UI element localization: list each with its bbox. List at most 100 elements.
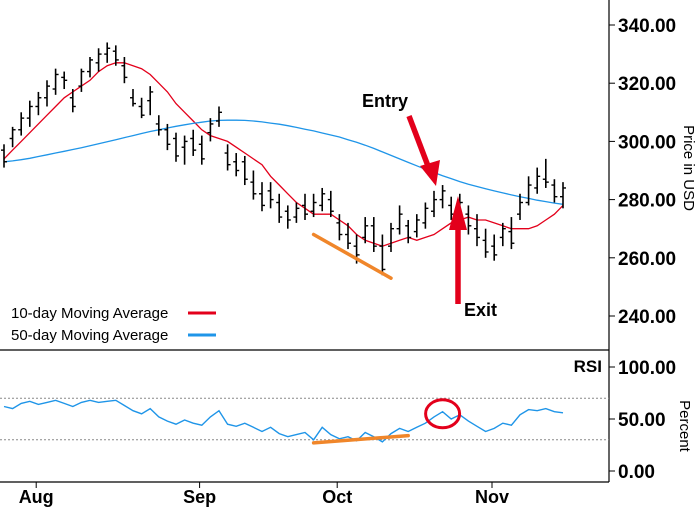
rsi-circle-highlight [424,398,462,430]
ohlc-bar [190,129,197,156]
ohlc-bar [370,217,377,252]
legend: 10-day Moving Average 50-day Moving Aver… [11,305,216,344]
ohlc-bar [224,144,231,171]
ohlc-bar [319,187,326,212]
ohlc-bar [345,222,351,250]
ma10-line [3,62,564,247]
price-axis-title: Price in USD [680,125,697,211]
legend-label-50day: 50-day Moving Average [11,327,168,344]
ohlc-bar [52,68,59,95]
entry-label: Entry [362,91,408,111]
ma50-line [3,119,564,205]
ohlc-bar [61,71,68,90]
ohlc-bar [431,190,437,218]
rsi-reference-lines [0,397,609,441]
ohlc-bar [250,170,257,200]
ohlc-bar [413,214,420,238]
ohlc-bar [147,86,154,116]
price-trendline [311,232,393,280]
rsi-line [3,399,564,443]
rsi-trendline [311,433,410,445]
x-tick-label: Sep [183,487,216,507]
rsi-axis-title: Percent [676,400,693,453]
ohlc-bar [35,91,42,116]
ohlc-bar [310,193,317,218]
ohlc-bar [465,205,472,235]
rsi-y-tick-label: 0.00 [618,462,655,483]
rsi-y-ticks: 0.00 50.00 100.00 [609,358,676,483]
ohlc-bar [284,205,291,229]
ohlc-bar [405,219,412,244]
price-y-ticks: 240.00 260.00 280.00 300.00 320.00 340.00 [609,16,676,328]
ohlc-bar [233,153,240,177]
price-y-tick-label: 240.00 [618,307,676,328]
ohlc-bar [491,234,498,261]
ohlc-bar [78,68,85,92]
price-y-tick-label: 340.00 [618,16,676,37]
ohlc-bar [293,202,300,223]
ohlc-bar [9,126,16,148]
entry-arrow-shaft [406,115,431,167]
ohlc-bar [525,176,532,206]
rsi-series [3,399,564,443]
ohlc-bar [396,205,403,235]
ohlc-bar [181,135,188,165]
ohlc-bar [551,179,558,203]
price-y-tick-label: 260.00 [618,249,676,270]
ohlc-bar [69,89,76,113]
annotations [311,115,467,445]
ohlc-bar [388,222,394,252]
x-ticks: Aug Sep Oct Nov [19,482,509,507]
rsi-y-tick-label: 100.00 [618,358,676,379]
ohlc-bar [474,214,480,247]
ohlc-bars [1,42,566,276]
exit-arrow-head [449,196,467,230]
ohlc-bar [164,123,171,151]
ohlc-bar [517,193,523,220]
ohlc-bar [276,193,283,223]
ohlc-bar [216,106,222,127]
ohlc-bar [362,217,369,244]
ohlc-bar [26,100,33,127]
x-tick-label: Oct [322,487,352,507]
rsi-title: RSI [574,357,602,376]
ohlc-bar [302,193,308,220]
ohlc-bar [499,222,506,247]
legend-label-10day: 10-day Moving Average [11,305,168,322]
ohlc-bar [173,132,179,162]
x-tick-label: Nov [475,487,509,507]
ohlc-bar [95,48,102,72]
ohlc-bar [1,144,7,168]
x-tick-label: Aug [19,487,54,507]
price-y-tick-label: 280.00 [618,191,676,212]
ohlc-bar [104,42,111,63]
ohlc-bar [439,185,446,209]
ohlc-bar [130,89,136,107]
ohlc-bar [336,214,343,241]
ohlc-bar [18,112,25,136]
rsi-y-tick-label: 50.00 [618,410,666,431]
ohlc-bar [534,167,541,194]
ohlc-bar [482,228,489,258]
ohlc-bar [112,45,119,66]
ohlc-bar [207,118,214,142]
ohlc-bar [422,202,429,229]
ohlc-bar [508,217,515,250]
price-y-tick-label: 320.00 [618,74,676,95]
ohlc-bar [138,97,145,119]
ohlc-bar [155,115,162,136]
ohlc-bar [44,80,50,107]
ohlc-bar [121,57,128,84]
ohlc-bar [241,155,248,186]
ohlc-bar [379,234,386,276]
exit-label: Exit [464,300,497,320]
ohlc-bar [259,182,265,212]
ohlc-bar [198,135,205,165]
entry-arrow-head [420,160,440,186]
ohlc-bar [327,190,334,218]
ohlc-bar [87,57,93,78]
ohlc-bar [542,158,549,188]
ohlc-bar [267,182,274,209]
price-y-tick-label: 300.00 [618,132,676,153]
